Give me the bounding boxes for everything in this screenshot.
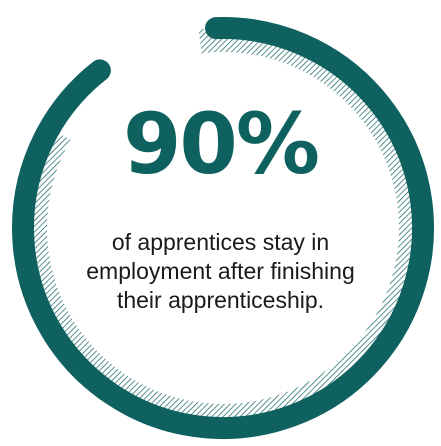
gap-mask (44, 23, 203, 143)
share-solid-arc (12, 17, 434, 439)
headline-percentage: 90% (122, 95, 320, 193)
stat-caption: of apprentices stay in employment after … (86, 229, 355, 313)
